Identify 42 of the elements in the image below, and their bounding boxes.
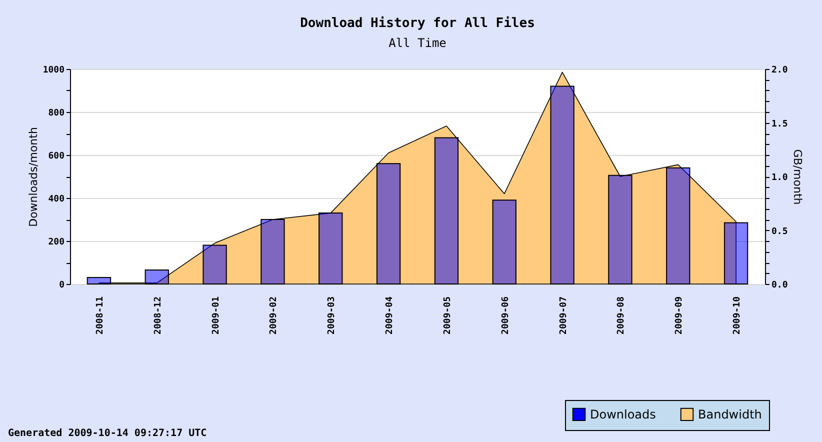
y-tick-label: 0	[59, 280, 64, 290]
bar	[608, 174, 632, 284]
bar	[550, 86, 574, 284]
bar	[666, 167, 690, 284]
x-tick-label: 2009-09	[674, 296, 685, 334]
bar	[202, 244, 227, 284]
y2-axis-title: GB/month	[790, 149, 804, 205]
bar	[724, 222, 748, 284]
x-tick-label: 2009-01	[211, 296, 222, 334]
chart-subtitle: All Time	[388, 36, 446, 50]
y-tick-label: 400	[48, 194, 64, 204]
y2-tick-label: 1.0	[772, 173, 788, 183]
bar	[260, 219, 285, 284]
x-tick-label: 2009-08	[616, 296, 627, 334]
y-tick-label: 600	[48, 152, 64, 162]
text: Generated 2009-10-14 09:27:17 UTC	[8, 428, 207, 439]
bar	[144, 270, 169, 284]
legend-label: Bandwidth	[698, 407, 762, 422]
bar	[434, 137, 459, 284]
y-tick-label: 1000	[42, 66, 64, 76]
x-tick-label: 2009-04	[385, 296, 396, 334]
y2-tick-label: 0.5	[772, 226, 788, 237]
bar	[492, 200, 516, 284]
y2-tick-label: 1.5	[772, 119, 788, 130]
legend-label: Downloads	[590, 407, 656, 422]
x-tick-label: 2008-11	[95, 296, 106, 334]
bar	[318, 212, 343, 284]
y-tick-label: 800	[48, 108, 64, 118]
chart-title: Download History for All Files	[300, 16, 535, 31]
x-tick-label: 2009-10	[732, 296, 743, 334]
x-tick-label: 2009-02	[269, 296, 280, 334]
bar	[376, 163, 401, 284]
y2-tick-label: 0.0	[772, 280, 788, 290]
x-tick-label: 2009-07	[558, 296, 569, 334]
y2-tick-label: 2.0	[772, 66, 788, 76]
x-tick-label: 2009-03	[327, 296, 338, 334]
bar	[86, 277, 112, 284]
x-tick-label: 2008-12	[153, 296, 164, 334]
y-tick-label: 200	[48, 238, 64, 248]
x-tick-label: 2009-05	[442, 296, 453, 334]
x-tick-label: 2009-06	[500, 296, 511, 334]
y-axis-title: Downloads/month	[26, 127, 40, 227]
